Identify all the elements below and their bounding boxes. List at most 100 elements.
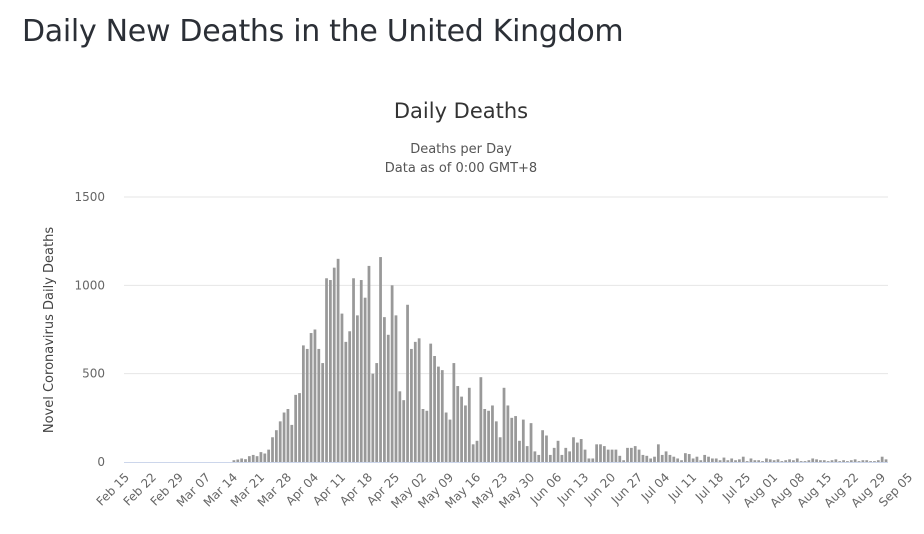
bar[interactable] bbox=[464, 405, 467, 462]
bar[interactable] bbox=[367, 265, 371, 462]
bar[interactable] bbox=[437, 366, 440, 462]
bar[interactable] bbox=[525, 446, 529, 462]
bar[interactable] bbox=[336, 258, 340, 462]
bar[interactable] bbox=[714, 458, 718, 462]
bar[interactable] bbox=[614, 449, 618, 462]
bar[interactable] bbox=[444, 412, 448, 462]
bar[interactable] bbox=[317, 348, 321, 462]
bar[interactable] bbox=[815, 459, 818, 462]
bar[interactable] bbox=[660, 454, 664, 462]
bar[interactable] bbox=[541, 430, 544, 462]
bar[interactable] bbox=[772, 460, 776, 462]
bar[interactable] bbox=[753, 460, 757, 462]
bar[interactable] bbox=[410, 348, 413, 462]
bar[interactable] bbox=[560, 454, 564, 462]
bar[interactable] bbox=[765, 458, 768, 462]
bar[interactable] bbox=[298, 393, 301, 462]
bar[interactable] bbox=[313, 329, 317, 463]
bar[interactable] bbox=[518, 440, 521, 462]
bar[interactable] bbox=[402, 400, 406, 462]
bar[interactable] bbox=[398, 391, 402, 462]
bar[interactable] bbox=[683, 453, 687, 462]
bar[interactable] bbox=[749, 458, 753, 462]
bar[interactable] bbox=[278, 421, 282, 462]
bar[interactable] bbox=[687, 454, 691, 462]
bar[interactable] bbox=[240, 458, 244, 462]
bar[interactable] bbox=[271, 437, 274, 462]
bar[interactable] bbox=[822, 460, 826, 462]
bar[interactable] bbox=[498, 437, 502, 462]
bar[interactable] bbox=[568, 451, 571, 462]
bar[interactable] bbox=[259, 452, 263, 462]
bar[interactable] bbox=[556, 440, 560, 462]
bar[interactable] bbox=[356, 315, 359, 462]
bar[interactable] bbox=[869, 461, 872, 462]
bar[interactable] bbox=[529, 423, 533, 462]
bar[interactable] bbox=[865, 460, 869, 462]
bar[interactable] bbox=[641, 454, 645, 462]
bar[interactable] bbox=[321, 363, 325, 462]
bar[interactable] bbox=[707, 456, 710, 462]
bar[interactable] bbox=[471, 444, 475, 462]
bar[interactable] bbox=[247, 456, 251, 462]
bar[interactable] bbox=[606, 449, 610, 462]
bar[interactable] bbox=[583, 449, 587, 462]
bar[interactable] bbox=[784, 460, 788, 462]
bar[interactable] bbox=[502, 387, 506, 462]
bar[interactable] bbox=[552, 447, 556, 462]
bar[interactable] bbox=[799, 461, 803, 462]
bar[interactable] bbox=[826, 461, 830, 462]
bar[interactable] bbox=[386, 334, 390, 462]
bar[interactable] bbox=[846, 461, 849, 462]
bar[interactable] bbox=[475, 440, 479, 462]
bar[interactable] bbox=[795, 458, 799, 462]
bar[interactable] bbox=[371, 373, 375, 462]
bar[interactable] bbox=[788, 459, 791, 462]
bar[interactable] bbox=[263, 453, 267, 462]
bar[interactable] bbox=[290, 424, 294, 462]
bar[interactable] bbox=[359, 280, 363, 462]
bar[interactable] bbox=[417, 338, 421, 462]
bar[interactable] bbox=[595, 444, 599, 462]
bar[interactable] bbox=[834, 459, 838, 462]
bar[interactable] bbox=[618, 455, 622, 462]
bar[interactable] bbox=[286, 409, 290, 462]
bar[interactable] bbox=[645, 455, 649, 462]
bar[interactable] bbox=[421, 409, 425, 462]
bar[interactable] bbox=[734, 460, 737, 462]
bar[interactable] bbox=[394, 315, 398, 462]
bar[interactable] bbox=[849, 460, 853, 462]
bar[interactable] bbox=[301, 345, 305, 462]
bar[interactable] bbox=[232, 460, 236, 462]
bar[interactable] bbox=[680, 460, 683, 462]
bar[interactable] bbox=[699, 460, 703, 462]
bar[interactable] bbox=[448, 419, 452, 462]
bar[interactable] bbox=[383, 317, 386, 462]
bar[interactable] bbox=[768, 459, 772, 462]
bar[interactable] bbox=[575, 442, 579, 462]
bar[interactable] bbox=[352, 278, 355, 462]
bar[interactable] bbox=[776, 459, 780, 462]
bar[interactable] bbox=[610, 449, 614, 462]
bar[interactable] bbox=[483, 409, 487, 462]
bar[interactable] bbox=[494, 421, 498, 462]
bar[interactable] bbox=[691, 458, 695, 462]
bar[interactable] bbox=[861, 460, 865, 462]
bar[interactable] bbox=[255, 456, 259, 462]
bar[interactable] bbox=[375, 363, 379, 462]
bar[interactable] bbox=[803, 461, 807, 462]
bar[interactable] bbox=[741, 456, 745, 462]
bar[interactable] bbox=[718, 460, 722, 462]
bar[interactable] bbox=[633, 446, 637, 462]
bar[interactable] bbox=[460, 396, 463, 462]
bar[interactable] bbox=[363, 297, 367, 462]
bar[interactable] bbox=[344, 341, 348, 462]
bar[interactable] bbox=[433, 356, 436, 462]
bar[interactable] bbox=[629, 447, 633, 462]
bar[interactable] bbox=[587, 458, 591, 462]
bar[interactable] bbox=[656, 444, 660, 462]
bar[interactable] bbox=[842, 460, 845, 462]
bar[interactable] bbox=[340, 313, 344, 462]
bar[interactable] bbox=[294, 394, 298, 462]
bar[interactable] bbox=[274, 430, 278, 462]
